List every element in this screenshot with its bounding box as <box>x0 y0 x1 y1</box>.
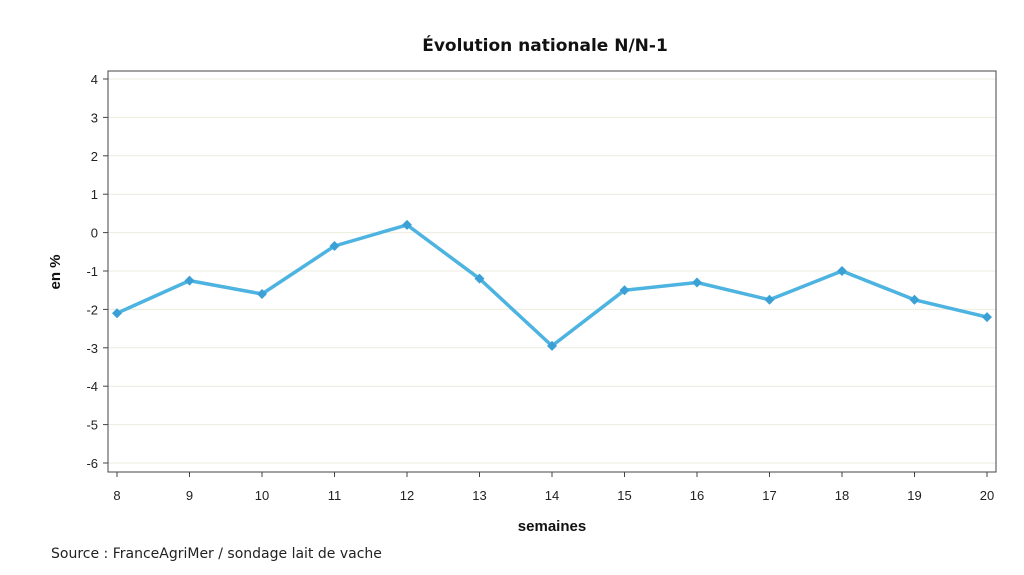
y-tick-label: 3 <box>91 110 98 125</box>
x-axis-ticks: 8 9 10 11 12 13 14 15 16 17 18 19 20 <box>113 472 994 503</box>
y-tick-label: -1 <box>86 264 98 279</box>
data-point <box>692 277 702 288</box>
source-note: Source : FranceAgriMer / sondage lait de… <box>51 546 382 562</box>
x-tick-label: 19 <box>907 488 921 503</box>
y-tick-label: -2 <box>86 302 98 317</box>
series-line <box>115 223 989 348</box>
x-tick-label: 16 <box>690 488 704 503</box>
data-point <box>764 294 775 305</box>
x-tick-label: 20 <box>980 488 994 503</box>
data-point <box>329 241 340 252</box>
data-point <box>909 294 920 305</box>
y-axis-ticks: 4 3 2 1 0 -1 -2 -3 -4 -5 -6 <box>86 72 108 471</box>
y-tick-label: -6 <box>86 456 98 471</box>
x-axis-label: semaines <box>518 518 586 535</box>
line-chart: Évolution nationale N/N-1 43210-1-2-3-4-… <box>47 34 997 535</box>
data-point <box>982 312 992 323</box>
x-tick-label: 11 <box>328 488 342 503</box>
series-markers <box>112 219 992 351</box>
x-tick-label: 8 <box>113 488 120 503</box>
y-tick-label: 2 <box>91 149 98 164</box>
data-point <box>112 308 122 319</box>
data-point <box>184 275 195 286</box>
y-tick-label: 4 <box>91 72 98 87</box>
data-point <box>837 266 847 276</box>
y-tick-label: -3 <box>86 341 98 356</box>
x-tick-label: 10 <box>255 488 269 503</box>
x-tick-label: 9 <box>186 488 193 503</box>
x-tick-label: 13 <box>472 488 486 503</box>
y-tick-label: -5 <box>86 418 98 433</box>
y-tick-label: -4 <box>86 379 98 394</box>
x-tick-label: 15 <box>617 488 631 503</box>
y-axis-label: en % <box>47 254 64 289</box>
data-point <box>547 340 557 351</box>
data-point <box>619 285 630 296</box>
x-tick-label: 17 <box>762 488 776 503</box>
x-tick-label: 18 <box>835 488 849 503</box>
y-tick-label: 1 <box>91 187 98 202</box>
x-tick-label: 12 <box>400 488 414 503</box>
chart-title: Évolution nationale N/N-1 <box>422 34 668 56</box>
data-point <box>474 273 485 284</box>
y-tick-label: 0 <box>91 226 98 241</box>
x-tick-label: 14 <box>545 488 559 503</box>
data-point <box>257 289 267 300</box>
data-point <box>402 219 412 230</box>
grid-lines <box>108 78 996 464</box>
